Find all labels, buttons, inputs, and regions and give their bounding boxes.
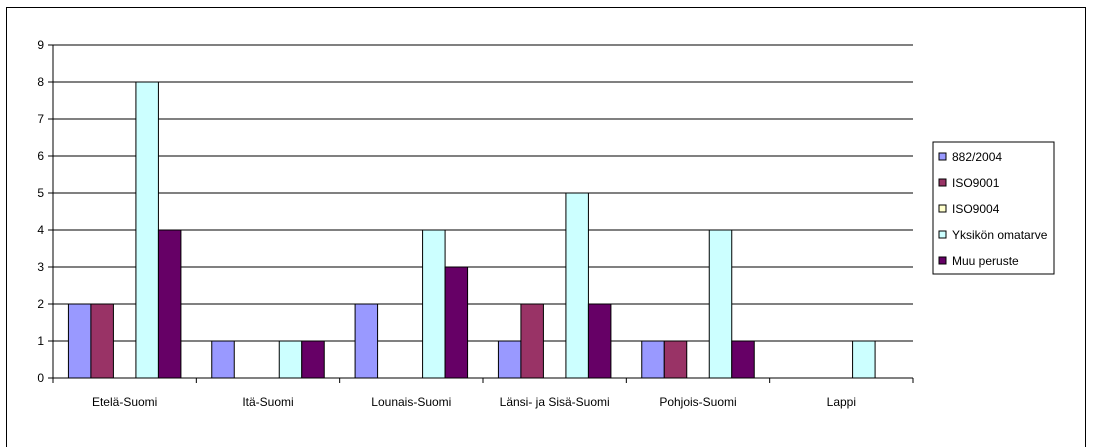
y-tick-label: 6: [37, 149, 44, 163]
bar: [422, 229, 446, 379]
x-tick-label: Lounais-Suomi: [371, 395, 451, 409]
y-tick-label: 0: [37, 371, 44, 385]
y-tick-label: 7: [37, 112, 44, 126]
bar: [587, 303, 612, 379]
x-tick-label: Länsi- ja Sisä-Suomi: [500, 395, 610, 409]
x-tick-label: Itä-Suomi: [242, 395, 293, 409]
y-tick-label: 9: [37, 38, 44, 52]
bar: [211, 340, 235, 379]
legend: 882/2004 ISO9001 ISO9004 Yksikön omatarve Mu…: [932, 141, 1055, 275]
y-tick-label: 2: [37, 297, 44, 311]
bar: [278, 340, 303, 379]
legend-label: Yksikön omatarve: [952, 228, 1048, 242]
bar: [90, 303, 114, 379]
bar: [731, 340, 755, 379]
legend-label: 882/2004: [952, 150, 1002, 164]
legend-swatch: [938, 230, 947, 239]
bar: [135, 81, 159, 379]
legend-swatch: [938, 152, 947, 161]
bar: [663, 340, 688, 379]
bar: [497, 340, 522, 379]
legend-label: Muu peruste: [952, 254, 1019, 268]
bar: [565, 192, 589, 379]
bars: [67, 81, 876, 379]
bar: [520, 303, 544, 379]
y-tick-label: 5: [37, 186, 44, 200]
chart-frame: [6, 7, 1086, 447]
x-tick-label: Pohjois-Suomi: [659, 395, 736, 409]
y-tick-label: 3: [37, 260, 44, 274]
bar: [444, 266, 469, 379]
legend-swatch: [938, 204, 947, 213]
y-tick-label: 1: [37, 334, 44, 348]
legend-swatch: [938, 256, 947, 265]
bar: [852, 340, 876, 379]
y-tick-label: 4: [37, 223, 44, 237]
bar: [157, 229, 182, 379]
bar: [67, 303, 92, 379]
gridlines: [53, 44, 913, 342]
bar-chart: 0 1 2 3 4 5 6 7 8 9 Etelä-Suomi Itä-Suomi Lounais-Su…: [37, 38, 1055, 409]
x-tick-label: Lappi: [827, 395, 856, 409]
bar: [354, 303, 379, 379]
bar: [708, 229, 733, 379]
bar: [301, 340, 325, 379]
legend-label: ISO9004: [952, 202, 1000, 216]
axes: [48, 44, 914, 383]
legend-box: [932, 141, 1055, 275]
tick-labels: 0 1 2 3 4 5 6 7 8 9 Etelä-Suomi Itä-Suomi Lounais-Su…: [37, 38, 856, 409]
y-tick-label: 8: [37, 75, 44, 89]
legend-label: ISO9001: [952, 176, 1000, 190]
x-tick-label: Etelä-Suomi: [92, 395, 157, 409]
legend-swatch: [938, 178, 947, 187]
bar: [641, 340, 665, 379]
